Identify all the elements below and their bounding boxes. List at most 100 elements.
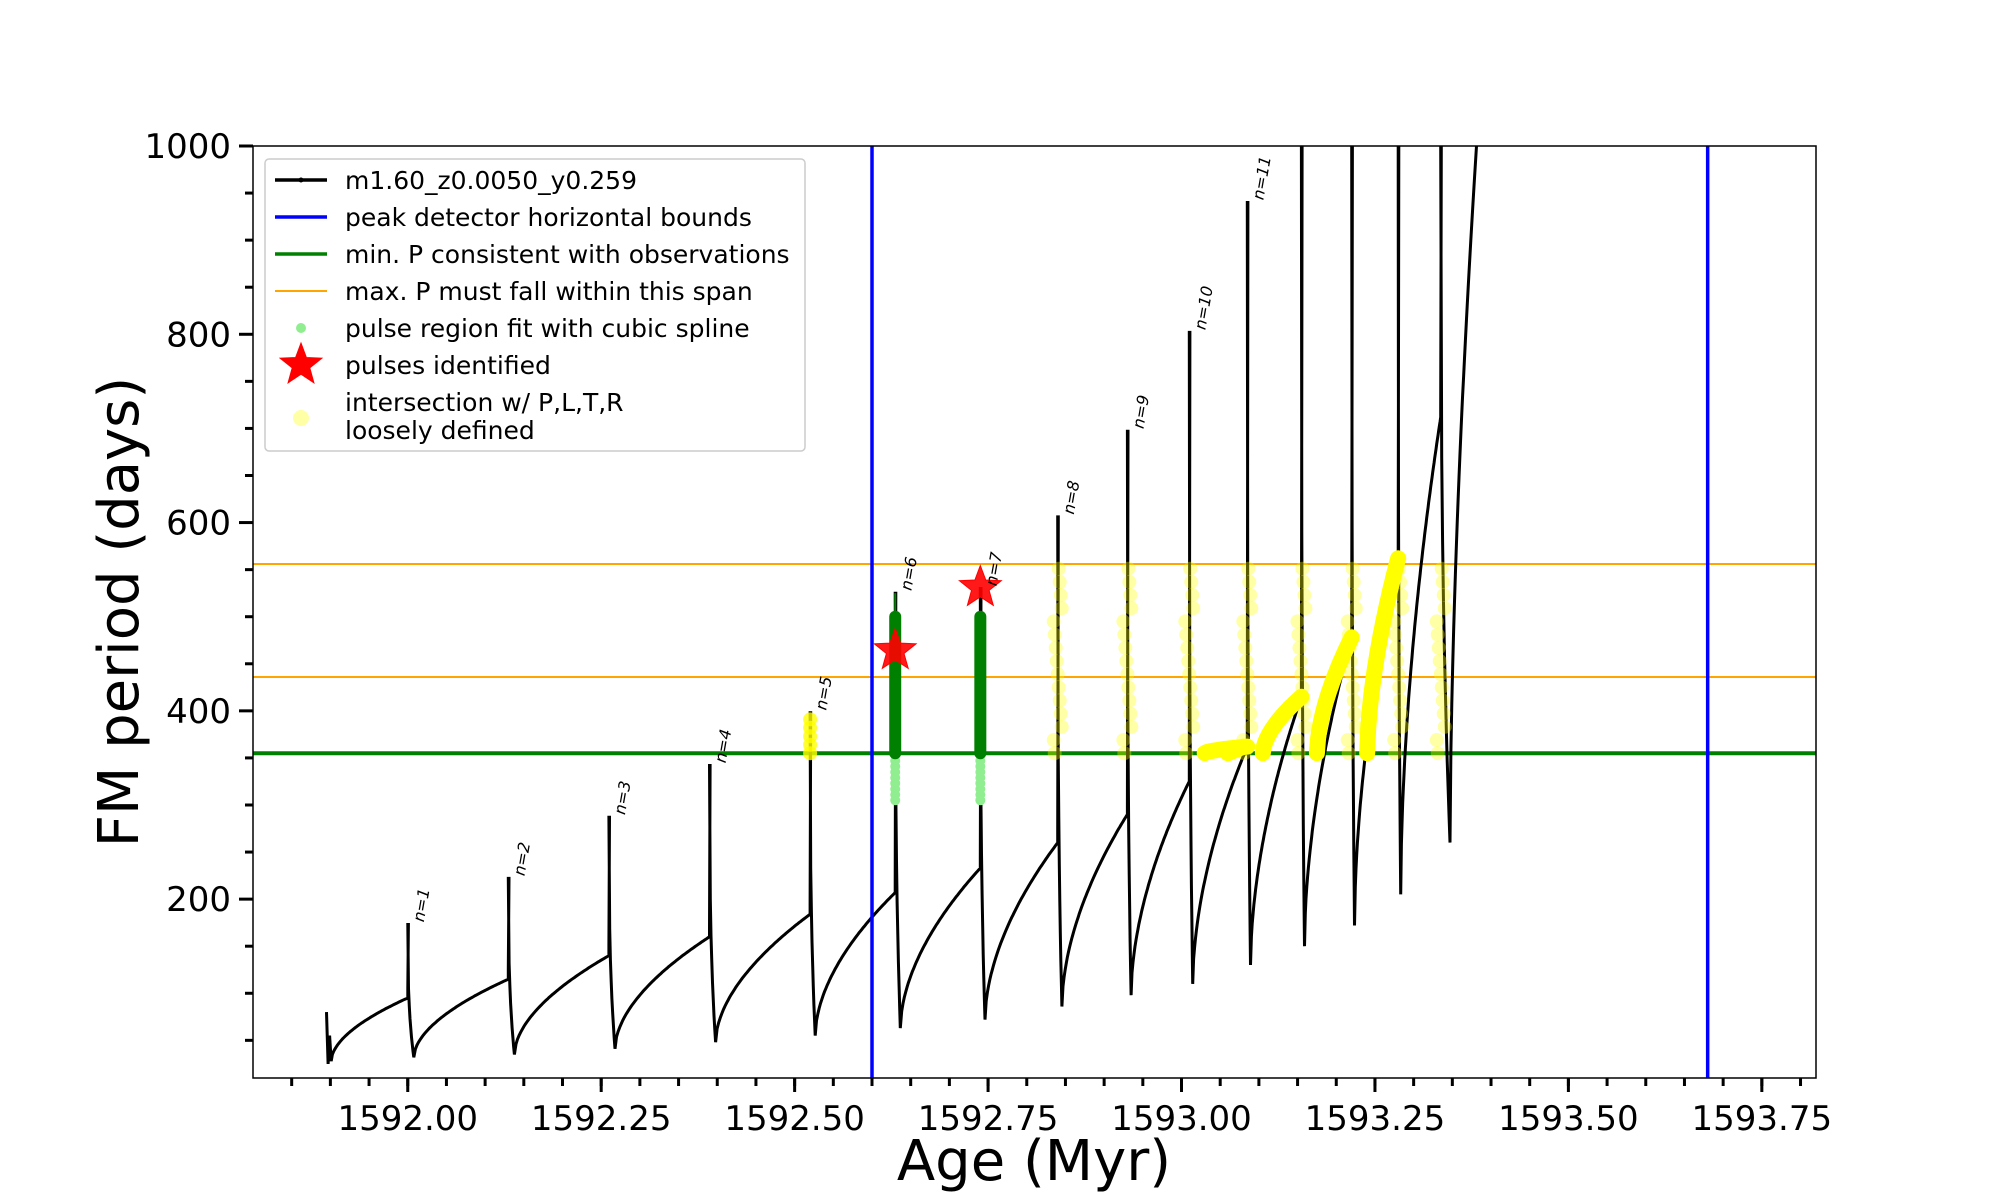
y-tick-label: 600 (166, 504, 231, 544)
intersection-point (1054, 719, 1069, 734)
intersection-point (1391, 667, 1406, 682)
intersection-point (1347, 706, 1362, 721)
intersection-point (803, 712, 818, 727)
intersection-point (1347, 588, 1362, 603)
intersection-point (1121, 680, 1136, 695)
intersection-point (1297, 588, 1312, 603)
intersection-point (1345, 680, 1360, 695)
intersection-point (1179, 627, 1194, 642)
legend-swatch-marker (298, 177, 304, 183)
intersection-point (1348, 601, 1363, 616)
identified-pulse-star (958, 564, 1003, 607)
intersection-point (1051, 680, 1066, 695)
intersection-point (1242, 693, 1257, 708)
legend-label-track: m1.60_z0.0050_y0.259 (345, 166, 637, 195)
intersection-point (1290, 614, 1305, 629)
intersection-point (1387, 733, 1402, 748)
intersection-point (1290, 733, 1305, 748)
intersection-point (1047, 746, 1062, 761)
intersection-point (1178, 614, 1193, 629)
x-tick-label: 1593.25 (1305, 1099, 1446, 1139)
intersection-point (1242, 574, 1257, 589)
intersection-point (1243, 588, 1258, 603)
intersection-point (1395, 719, 1410, 734)
legend-label-min_p: min. P consistent with observations (345, 240, 790, 269)
y-tick-label: 800 (166, 315, 231, 355)
legend-label-intersection-line2: loosely defined (345, 416, 535, 445)
intersection-point (1341, 746, 1356, 761)
intersection-point (1124, 601, 1139, 616)
legend-swatch-spline (296, 323, 306, 333)
intersection-point (1244, 601, 1259, 616)
intersection-point (1047, 627, 1062, 642)
intersection-point (1049, 653, 1064, 668)
intersection-point (1388, 627, 1403, 642)
intersection-point (1183, 680, 1198, 695)
intersection-point (1117, 746, 1132, 761)
intersection-point (1118, 640, 1133, 655)
intersection-point (1117, 627, 1132, 642)
y-tick-label: 200 (166, 880, 231, 920)
intersection-point (1429, 733, 1444, 748)
intersection-point (1116, 733, 1131, 748)
intersection-point (1432, 653, 1447, 668)
intersection-point (1293, 653, 1308, 668)
x-tick-label: 1592.75 (918, 1099, 1059, 1139)
intersection-point (1394, 706, 1409, 721)
intersection-point (1292, 640, 1307, 655)
y-axis-title: FM period (days) (87, 377, 152, 847)
x-tick-label: 1592.25 (531, 1099, 672, 1139)
intersection-point (1243, 706, 1258, 721)
intersection-point (1298, 601, 1313, 616)
intersection-point (1392, 680, 1407, 695)
y-tick-label: 400 (166, 692, 231, 732)
intersection-arc (1219, 738, 1252, 762)
intersection-point (1291, 627, 1306, 642)
intersection-point (1238, 640, 1253, 655)
intersection-point (1434, 680, 1449, 695)
intersection-point (1124, 719, 1139, 734)
intersection-point (1346, 693, 1361, 708)
x-tick-label: 1593.50 (1498, 1099, 1639, 1139)
intersection-point (1186, 601, 1201, 616)
intersection-point (1048, 640, 1063, 655)
intersection-point (1181, 653, 1196, 668)
intersection-point (1389, 640, 1404, 655)
intersection-point (1435, 693, 1450, 708)
legend-label-bounds: peak detector horizontal bounds (345, 203, 752, 232)
legend-swatch-pulse (278, 341, 324, 384)
intersection-point (1046, 614, 1061, 629)
intersection-point (1239, 653, 1254, 668)
intersection-point (1178, 733, 1193, 748)
intersection-point (1433, 667, 1448, 682)
legend-label-spline: pulse region fit with cubic spline (345, 314, 750, 343)
intersection-region-group (803, 550, 1452, 762)
intersection-point (1053, 588, 1068, 603)
intersection-point (1437, 601, 1452, 616)
evolution-track (325, 146, 1479, 1064)
intersection-point (1241, 680, 1256, 695)
intersection-point (1296, 574, 1311, 589)
x-tick-label: 1592.50 (724, 1099, 865, 1139)
intersection-point (1182, 667, 1197, 682)
intersection-point (1185, 588, 1200, 603)
intersection-point (1121, 561, 1136, 576)
y-tick-label: 1000 (144, 127, 231, 167)
intersection-point (1348, 719, 1363, 734)
intersection-point (1297, 706, 1312, 721)
intersection-point (1053, 706, 1068, 721)
identified-pulse-star (872, 627, 918, 670)
intersection-point (1340, 733, 1355, 748)
intersection-point (1429, 614, 1444, 629)
plot-frame (252, 145, 1817, 1079)
intersection-point (1050, 667, 1065, 682)
intersection-point (1240, 667, 1255, 682)
x-tick-label: 1592.00 (337, 1099, 478, 1139)
x-tick-label: 1593.75 (1692, 1099, 1833, 1139)
intersection-point (1179, 746, 1194, 761)
intersection-point (1241, 561, 1256, 576)
intersection-point (1430, 746, 1445, 761)
intersection-point (1184, 574, 1199, 589)
intersection-point (1123, 588, 1138, 603)
